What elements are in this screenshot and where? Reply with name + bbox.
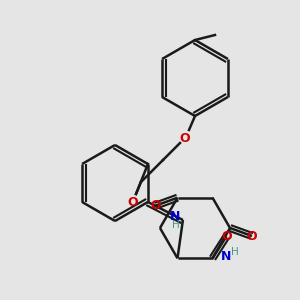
Text: O: O xyxy=(180,131,190,145)
Text: N: N xyxy=(220,250,231,263)
Text: H: H xyxy=(232,247,239,257)
Text: O: O xyxy=(150,199,161,212)
Text: H: H xyxy=(172,220,179,230)
Text: O: O xyxy=(221,230,232,243)
Text: O: O xyxy=(247,230,257,242)
Text: N: N xyxy=(170,210,181,223)
Text: O: O xyxy=(128,196,138,208)
